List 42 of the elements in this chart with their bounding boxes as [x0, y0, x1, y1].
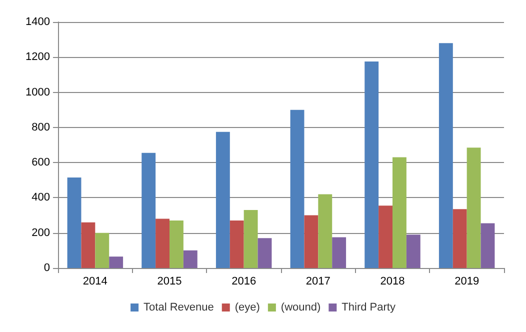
bar: [142, 152, 156, 268]
legend-label: (wound): [280, 302, 321, 314]
bar: [230, 220, 244, 268]
y-tick-label: 400: [32, 192, 50, 204]
y-tick-label: 0: [44, 262, 50, 274]
bar: [364, 62, 379, 268]
x-tick-label: 2015: [157, 276, 182, 288]
bar: [318, 194, 332, 268]
bar: [81, 222, 96, 268]
y-tick-label: 800: [32, 121, 50, 134]
bar: [67, 178, 82, 268]
y-tick-label: 1400: [26, 16, 50, 28]
bar: [109, 256, 124, 268]
legend-label: (eye): [234, 302, 260, 314]
y-tick-label: 1200: [26, 51, 50, 64]
bar: [332, 237, 346, 268]
bar: [378, 206, 392, 268]
bar: [244, 210, 258, 268]
x-tick-label: 2014: [82, 276, 108, 288]
legend-label: Third Party: [342, 302, 396, 314]
bar: [156, 218, 170, 268]
bar: [466, 148, 481, 268]
y-tick-label: 600: [32, 156, 50, 169]
x-tick-label: 2017: [306, 276, 330, 288]
bar: [406, 234, 420, 268]
bar: [183, 250, 198, 268]
y-tick-label: 1000: [26, 86, 50, 98]
x-tick-label: 2018: [380, 276, 405, 288]
x-tick-label: 2019: [454, 276, 480, 288]
bar: [258, 238, 272, 268]
bar: [452, 209, 467, 268]
bar: [304, 215, 318, 268]
x-tick-label: 2016: [232, 276, 256, 288]
bar: [480, 223, 495, 268]
bar: [438, 43, 453, 268]
legend-label: Total Revenue: [144, 302, 214, 314]
y-tick-label: 200: [32, 226, 50, 239]
bar: [95, 232, 110, 268]
bar: [290, 110, 304, 268]
bar: [170, 220, 184, 268]
bar: [392, 157, 406, 268]
bar: [216, 132, 230, 268]
